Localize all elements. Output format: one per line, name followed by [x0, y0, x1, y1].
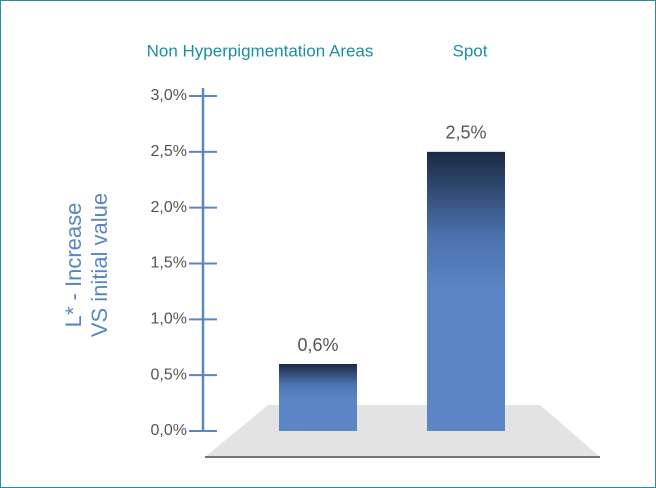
y-tick-label: 0,0% — [151, 422, 187, 439]
y-tick-label: 3,0% — [151, 87, 187, 104]
y-axis-label-line: VS initial value — [87, 193, 112, 337]
y-tick-label: 1,5% — [151, 255, 187, 272]
value-label: 0,6% — [297, 335, 338, 355]
y-tick-label: 1,0% — [151, 311, 187, 328]
y-tick-label: 0,5% — [151, 366, 187, 383]
bar — [279, 364, 357, 431]
category-label: Spot — [453, 41, 488, 60]
y-axis-label-line: L* - Increase — [61, 203, 86, 328]
bar — [427, 151, 505, 432]
value-label: 2,5% — [445, 123, 486, 143]
y-tick-label: 2,0% — [151, 199, 187, 216]
y-axis-label: L* - IncreaseVS initial value — [61, 193, 112, 337]
y-tick-label: 2,5% — [151, 143, 187, 160]
category-label: Non Hyperpigmentation Areas — [147, 41, 374, 60]
floor — [205, 405, 600, 457]
